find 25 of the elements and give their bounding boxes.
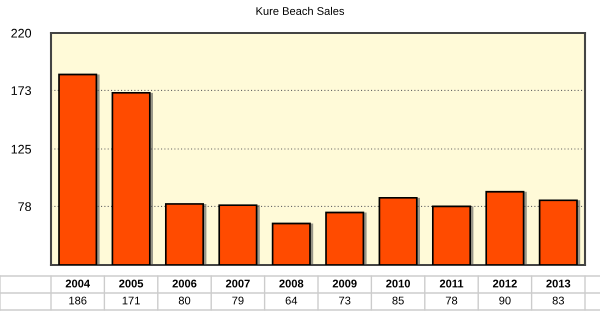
x-tick-label: 2009 xyxy=(332,280,357,288)
x-tick-label: 2006 xyxy=(172,280,196,288)
data-label: 85 xyxy=(392,296,404,304)
data-label: 186 xyxy=(69,296,86,304)
x-tick-label: 2012 xyxy=(492,280,517,288)
data-label: 64 xyxy=(286,296,298,304)
y-tick-label: 220 xyxy=(11,28,32,38)
data-label: 171 xyxy=(122,296,140,304)
x-tick-label: 2005 xyxy=(119,280,144,288)
x-tick-label: 2010 xyxy=(386,280,410,288)
x-tick-label: 2011 xyxy=(440,280,464,288)
data-label: 78 xyxy=(446,296,458,304)
x-tick-label: 2008 xyxy=(279,280,304,288)
y-tick-label: 173 xyxy=(12,86,32,96)
x-tick-label: 2013 xyxy=(546,280,570,288)
data-label: 73 xyxy=(339,296,350,304)
y-tick-label: 78 xyxy=(18,202,32,212)
data-label: 90 xyxy=(499,296,511,304)
data-label: 80 xyxy=(178,296,190,304)
chart-title: Kure Beach Sales xyxy=(256,6,344,15)
x-tick-label: 2004 xyxy=(66,280,90,288)
x-tick-label: 2007 xyxy=(226,280,250,288)
data-label: 83 xyxy=(552,296,564,304)
data-label: 79 xyxy=(232,296,244,304)
y-tick-label: 125 xyxy=(12,144,32,154)
